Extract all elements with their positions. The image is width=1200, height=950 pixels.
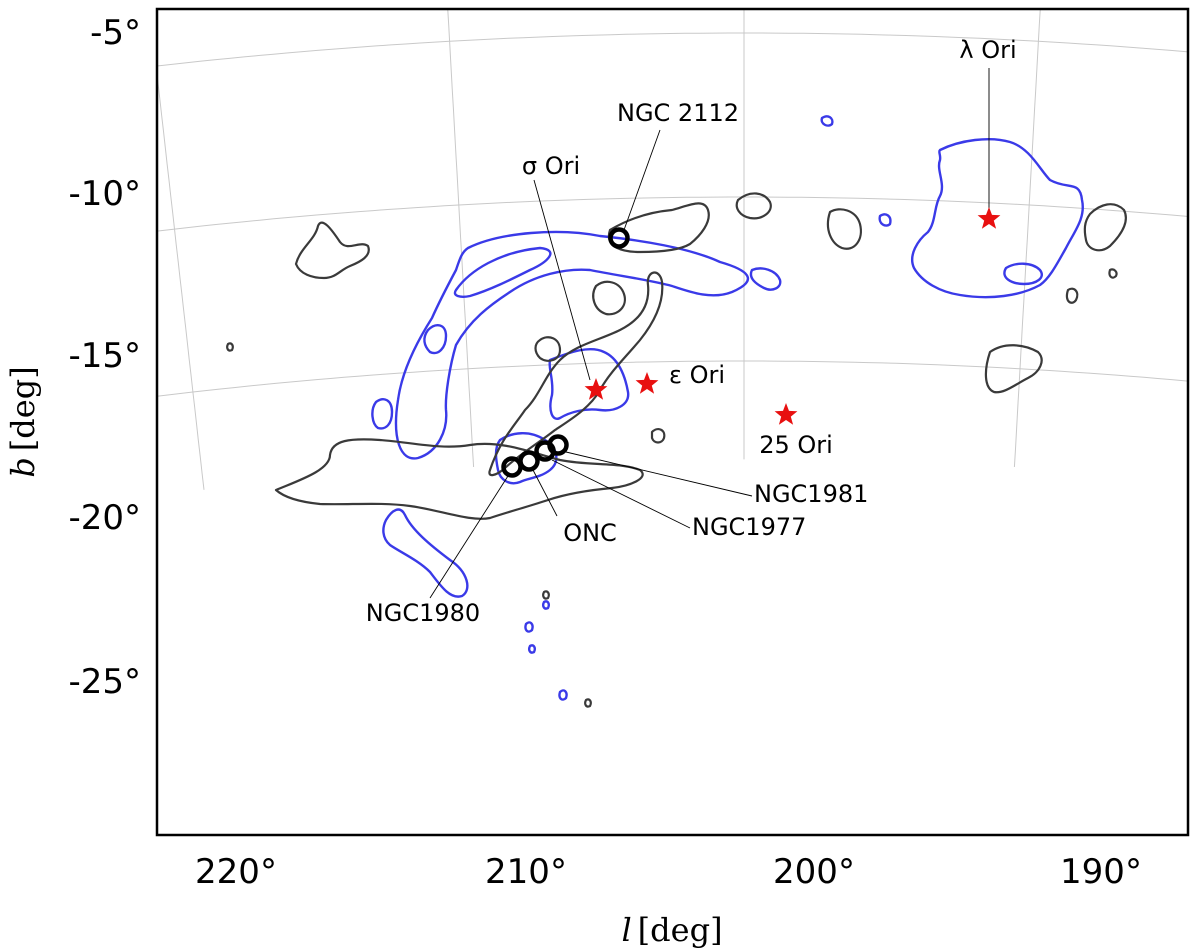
cluster-leader-line [623,129,661,231]
blue-contour [878,213,892,227]
cluster-leader-line [532,469,558,517]
label-leader-lines [429,68,990,599]
grid-meridian [157,69,205,490]
star-label: ε Ori [669,361,725,389]
x-axis-label-var: l [621,911,631,949]
blue-contour [494,432,558,485]
cloud-contours [226,115,1127,708]
grid-meridian [447,9,475,468]
cluster-leader-line [565,451,753,497]
star-leader-line [533,179,591,381]
gray-contour [294,221,370,280]
blue-contour [749,267,782,291]
gray-contour [1065,287,1079,304]
x-axis-label-unit: [deg] [638,911,723,949]
blue-contour [382,508,469,598]
blue-contour [394,230,749,460]
gray-contour [592,280,626,316]
y-tick-label: -25° [68,662,141,702]
x-tick-label: 210° [485,852,567,892]
star-label: σ Ori [522,152,580,180]
y-tick-label: -20° [68,498,141,538]
gray-contour [984,344,1043,394]
y-axis-label-unit: [deg] [4,366,42,451]
grid-parallel [157,196,1188,232]
gray-contour [650,428,666,444]
gray-contour [534,336,562,362]
cluster-label: NGC 2112 [617,99,739,127]
blue-contour [542,600,550,610]
y-axis-label: b [deg] [4,366,42,477]
cluster-label: ONC [563,519,617,547]
y-tick-label: -15° [68,336,141,376]
plot-frame [155,7,1190,837]
gray-contour [1083,203,1127,252]
grid-meridian [1013,9,1041,468]
star-marker [774,403,798,425]
cluster-marker [518,450,540,472]
blue-contour [423,324,448,355]
gray-contour [826,208,862,250]
x-tick-label: 200° [773,852,855,892]
x-tick-label: 190° [1060,852,1142,892]
blue-contour [911,137,1084,299]
star-marker [635,372,659,394]
cluster-marker [534,440,556,462]
gray-contour [607,202,710,254]
gray-contour [226,342,234,352]
gray-contour [274,438,644,520]
cluster-leader-line [429,475,509,599]
cluster-label: NGC1977 [692,513,806,541]
gray-contour [1108,268,1118,279]
blue-contour [548,347,630,420]
blue-contour [524,621,534,633]
tick-labels: 220° 210° 200° 190° -5° -10° -15° -20° -25° [68,13,1142,892]
y-axis-label-var: b [4,457,42,477]
annotation-labels: λ Ori σ Ori ε Ori 25 Ori NGC 2112 NGC1981 NGC1… [366,36,1017,627]
x-axis-label: l [deg] [621,911,722,949]
gray-contour [584,698,592,708]
star-marker [977,207,1001,229]
blue-contour [820,115,834,127]
cluster-leader-line [551,459,691,529]
gray-contour [542,590,550,600]
cluster-label: NGC1980 [366,599,480,627]
blue-contour [558,689,568,701]
markers [501,207,1001,478]
grid-parallel [157,32,1188,67]
gray-contour [735,192,772,220]
star-label: λ Ori [959,36,1016,64]
y-tick-label: -5° [90,13,141,53]
cluster-marker [501,456,523,478]
star-marker [584,378,608,400]
blue-contour [528,644,536,654]
x-tick-label: 220° [195,852,277,892]
star-label: 25 Ori [759,431,833,459]
cluster-marker [608,227,630,249]
gray-contour [488,271,664,477]
blue-contour [371,398,394,430]
y-tick-label: -10° [68,174,141,214]
blue-contour [453,246,552,298]
cluster-label: NGC1981 [754,480,868,508]
blue-contour [1003,262,1043,286]
